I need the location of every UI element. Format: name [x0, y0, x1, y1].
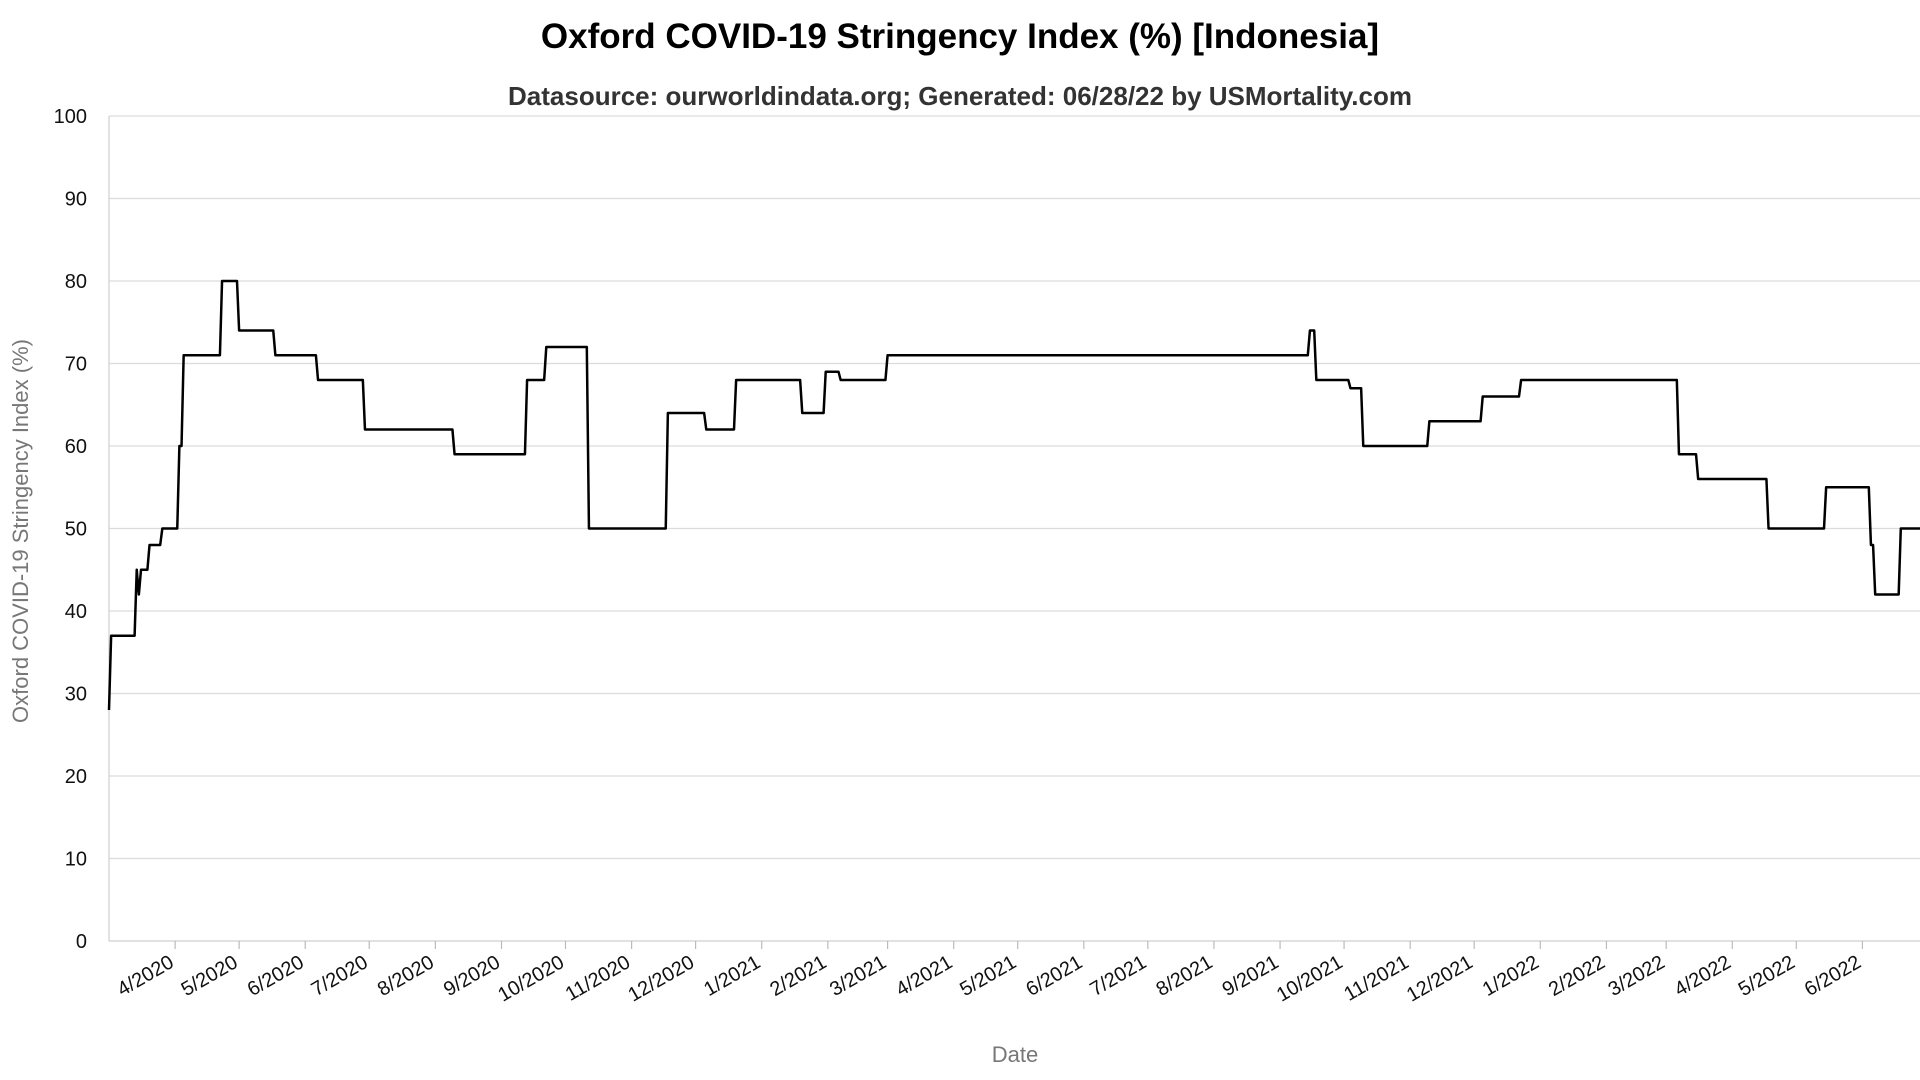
- y-tick-label: 0: [76, 931, 87, 953]
- chart-title: Oxford COVID-19 Stringency Index (%) [In…: [541, 17, 1379, 56]
- y-tick-label: 40: [65, 601, 87, 623]
- x-tick-label: 4/2022: [1671, 951, 1735, 1001]
- x-tick-label: 3/2022: [1605, 951, 1669, 1001]
- y-tick-label: 50: [65, 519, 87, 541]
- y-axis-ticks: 0 10 20 30 40 50 60 70 80 90 100: [54, 106, 87, 953]
- x-tick-label: 10/2021: [1273, 951, 1347, 1006]
- x-tick-label: 2/2021: [766, 951, 830, 1001]
- x-axis-label: Date: [992, 1042, 1038, 1067]
- x-tick-label: 11/2021: [1340, 951, 1412, 1005]
- x-tick-label: 12/2020: [624, 951, 698, 1006]
- x-tick-label: 6/2022: [1801, 951, 1865, 1001]
- grid: [109, 115, 1920, 860]
- series: [107, 279, 1920, 711]
- y-tick-label: 70: [65, 354, 87, 376]
- x-tick-label: 8/2021: [1152, 951, 1216, 1001]
- x-tick-label: 4/2020: [114, 951, 178, 1001]
- y-axis-label: Oxford COVID-19 Stringency Index (%): [8, 339, 33, 723]
- x-tick-label: 8/2020: [374, 951, 438, 1001]
- x-tick-label: 6/2020: [244, 951, 308, 1001]
- x-tick-label: 9/2020: [440, 951, 504, 1001]
- axes: [108, 116, 1920, 942]
- x-tick-label: 12/2021: [1403, 951, 1477, 1006]
- x-tick-label: 5/2021: [956, 951, 1020, 1001]
- x-tick-label: 2/2022: [1545, 951, 1609, 1001]
- y-tick-label: 80: [65, 271, 87, 293]
- y-tick-label: 60: [65, 436, 87, 458]
- y-tick-label: 20: [65, 766, 87, 788]
- x-tick-label: 10/2020: [494, 951, 568, 1006]
- x-tick-label: 1/2022: [1479, 951, 1543, 1001]
- chart-subtitle: Datasource: ourworldindata.org; Generate…: [508, 81, 1412, 111]
- x-tick-label: 4/2021: [892, 951, 956, 1001]
- x-axis-ticks: 4/2020 5/2020 6/2020 7/2020 8/2020 9/202010/2…: [114, 941, 1865, 1006]
- x-tick-label: 5/2020: [178, 951, 242, 1001]
- y-tick-label: 100: [54, 106, 87, 128]
- x-tick-label: 9/2021: [1219, 951, 1283, 1001]
- x-tick-label: 5/2022: [1735, 951, 1799, 1001]
- y-tick-label: 10: [65, 849, 87, 871]
- y-tick-label: 30: [65, 684, 87, 706]
- x-tick-label: 6/2021: [1022, 951, 1086, 1001]
- y-tick-label: 90: [65, 189, 87, 211]
- x-tick-label: 7/2021: [1086, 951, 1150, 1001]
- x-tick-label: 3/2021: [826, 951, 890, 1001]
- x-tick-label: 11/2020: [562, 951, 634, 1005]
- x-tick-label: 7/2020: [308, 951, 372, 1001]
- series-line: [107, 279, 1920, 711]
- x-tick-label: 1/2021: [700, 951, 764, 1001]
